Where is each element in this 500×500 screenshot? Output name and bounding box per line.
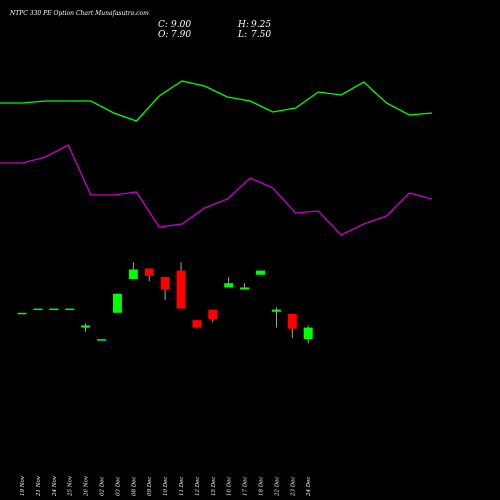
candle-body xyxy=(208,309,218,320)
x-tick-label: 22 Dec xyxy=(274,477,280,498)
x-tick-label: 19 Nov xyxy=(20,475,26,496)
ohlc-readout: C: 9.00 H: 9.25 O: 7.90 L: 7.50 xyxy=(158,20,271,40)
x-tick-label: 17 Dec xyxy=(243,477,249,497)
x-tick-label: 09 Dec xyxy=(147,477,153,497)
chart-title: NTPC 330 PE Option Chart Munafasutra.com xyxy=(9,10,149,17)
candle xyxy=(192,320,202,329)
candle-body xyxy=(112,293,122,313)
candle xyxy=(256,270,265,275)
candle-body xyxy=(17,312,27,315)
candle xyxy=(49,308,59,311)
open-readout-label: O: xyxy=(158,30,168,40)
x-tick-label: 26 Nov xyxy=(84,475,90,497)
candle xyxy=(144,268,154,282)
x-tick-label: 21 Nov xyxy=(36,475,42,497)
candle-body xyxy=(49,308,59,311)
candles xyxy=(17,262,313,344)
candle-body xyxy=(65,308,75,311)
candle-body xyxy=(97,339,106,341)
x-tick-label: 03 Dec xyxy=(115,477,121,497)
candle xyxy=(240,283,250,290)
x-tick-label: 24 Nov xyxy=(52,475,58,497)
x-axis-labels: 19 Nov 21 Nov 24 Nov 25 Nov 26 Nov 02 Dec 03 D… xyxy=(20,475,312,497)
candle-body xyxy=(271,309,281,312)
candle-body xyxy=(128,269,138,279)
candle-body xyxy=(33,308,43,311)
close-readout-label: C: xyxy=(158,20,168,30)
x-tick-label: 24 Dec xyxy=(306,477,312,498)
candle-body xyxy=(224,283,234,288)
candle-body xyxy=(303,327,313,340)
candle xyxy=(81,323,91,332)
low-readout-label: L: xyxy=(237,30,247,40)
high-readout-label: H: xyxy=(237,20,249,30)
candle-body xyxy=(287,313,297,329)
candle xyxy=(65,308,75,311)
candle xyxy=(287,313,297,339)
candle xyxy=(176,262,186,309)
x-tick-label: 25 Nov xyxy=(68,475,74,497)
x-tick-label: 16 Dec xyxy=(227,477,233,497)
x-tick-label: 10 Dec xyxy=(163,477,169,497)
low-readout-value: 7.50 xyxy=(251,30,271,40)
high-readout-value: 9.25 xyxy=(251,20,271,30)
candle-body xyxy=(192,320,202,328)
x-tick-label: 08 Dec xyxy=(131,477,137,497)
lower-indicator-line xyxy=(0,144,433,236)
candle xyxy=(112,293,122,313)
candle xyxy=(97,339,106,341)
candle-body xyxy=(144,268,154,276)
x-tick-label: 18 Dec xyxy=(259,477,265,497)
candle xyxy=(33,308,43,311)
x-tick-label: 11 Dec xyxy=(179,477,185,497)
candle xyxy=(271,307,281,328)
x-tick-label: 02 Dec xyxy=(100,477,106,497)
candle-body xyxy=(160,276,170,290)
candle xyxy=(208,309,218,323)
candle xyxy=(303,325,313,344)
candle xyxy=(17,312,27,315)
candle xyxy=(160,276,170,301)
indicator-lines xyxy=(0,80,433,236)
candle-body xyxy=(256,270,265,275)
x-tick-label: 23 Dec xyxy=(290,477,296,498)
candle-body xyxy=(176,270,186,309)
upper-indicator-line xyxy=(0,80,433,122)
x-tick-label: 12 Dec xyxy=(195,477,201,497)
candle-body xyxy=(240,287,250,290)
open-readout-value: 7.90 xyxy=(171,30,191,40)
x-tick-label: 15 Dec xyxy=(211,477,217,497)
candle xyxy=(224,276,234,288)
candle xyxy=(128,262,138,279)
close-readout-value: 9.00 xyxy=(171,20,191,30)
candle-body xyxy=(81,325,91,328)
